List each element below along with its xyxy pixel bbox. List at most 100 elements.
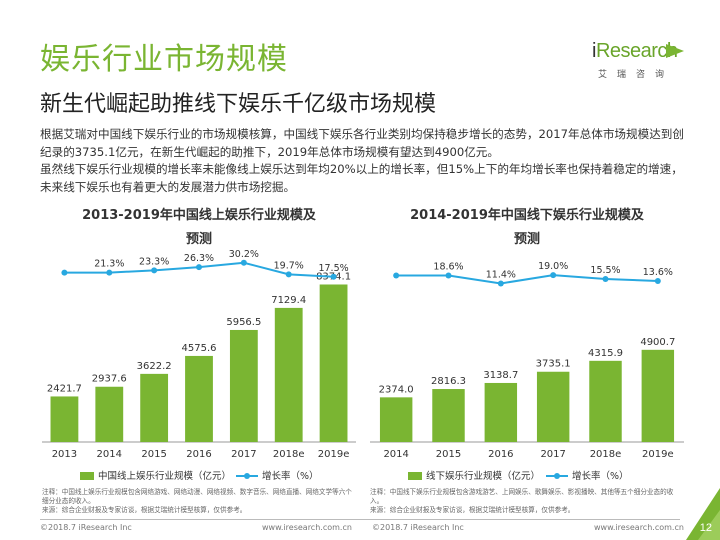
source-text: 来源：综合企业财报及专家访谈，根据艾瑞统计模型核算，仅供参考。 xyxy=(42,506,247,514)
legend-bar-label: 线下娱乐行业规模（亿元） xyxy=(426,470,540,482)
legend-line-label: 增长率（%） xyxy=(572,470,629,482)
x-tick-label: 2019e xyxy=(318,449,350,460)
bar-2018e xyxy=(589,360,622,442)
legend-line-marker xyxy=(244,473,250,479)
bar-2017 xyxy=(229,329,258,442)
bar-value-label: 3735.1 xyxy=(536,359,571,370)
x-tick-label: 2019e xyxy=(642,449,674,460)
x-tick-label: 2016 xyxy=(488,449,513,460)
x-tick-label: 2017 xyxy=(231,449,256,460)
growth-rate-line xyxy=(396,274,658,285)
x-tick-label: 2015 xyxy=(436,449,461,460)
growth-rate-point xyxy=(445,272,452,279)
page-subtitle: 新生代崛起助推线下娱乐千亿级市场规模 xyxy=(40,92,437,117)
source-text: 来源：综合企业财报及专家访谈，根据艾瑞统计模型核算，仅供参考。 xyxy=(370,506,575,514)
bar-2016 xyxy=(484,382,518,442)
body-text: 根据艾瑞对中国线下娱乐行业的市场规模核算，中国线下娱乐各行业类别均保持稳步增长的… xyxy=(40,126,686,196)
footer-url-left[interactable]: www.iresearch.com.cn xyxy=(262,523,352,532)
growth-rate-label: 21.3% xyxy=(94,259,124,270)
growth-rate-point xyxy=(196,264,202,271)
growth-rate-label: 19.0% xyxy=(538,261,568,272)
x-tick-label: 2013 xyxy=(52,449,77,460)
bar-2019e xyxy=(641,349,675,442)
bar-value-label: 4900.7 xyxy=(640,337,675,348)
chart-title-line-2: 预测 xyxy=(185,232,212,247)
legend-line-marker xyxy=(554,473,560,479)
growth-rate-label: 11.4% xyxy=(486,269,516,280)
growth-rate-point xyxy=(393,272,400,279)
page-number: 12 xyxy=(699,522,712,534)
legend-bar-swatch xyxy=(408,472,422,480)
bar-value-label: 2816.3 xyxy=(431,376,466,387)
bar-2018e xyxy=(274,307,303,442)
growth-rate-point xyxy=(550,272,557,279)
bar-value-label: 7129.4 xyxy=(271,295,306,306)
online-chart-note: 注释：中国线上娱乐行业规模包含网络游戏、网络动漫、网络视频、数字音乐、网络直播、… xyxy=(42,488,352,515)
bar-2015 xyxy=(432,389,465,442)
growth-rate-point xyxy=(151,267,158,274)
x-tick-label: 2018e xyxy=(273,449,305,460)
growth-rate-label: 30.2% xyxy=(229,249,259,260)
iresearch-logo: iResearch 艾瑞咨询 xyxy=(592,40,684,84)
note-text: 注释：中国线上娱乐行业规模包含网络游戏、网络动漫、网络视频、数字音乐、网络直播、… xyxy=(42,488,352,505)
logo-letters-research: Research xyxy=(595,40,678,62)
bar-2014 xyxy=(379,397,413,442)
x-tick-label: 2018e xyxy=(590,449,622,460)
footer-copyright-right: ©2018.7 iResearch Inc xyxy=(372,523,464,532)
growth-rate-point xyxy=(602,275,609,282)
growth-rate-label: 18.6% xyxy=(433,262,463,273)
bar-2019e xyxy=(319,284,348,442)
growth-rate-label: 13.6% xyxy=(643,267,673,278)
growth-rate-label: 15.5% xyxy=(590,265,620,276)
bar-value-label: 4575.6 xyxy=(182,343,217,354)
bar-value-label: 2937.6 xyxy=(92,374,127,385)
chart-legend: 中国线上娱乐行业规模（亿元） 增长率（%） xyxy=(80,470,319,482)
growth-rate-label: 17.5% xyxy=(318,263,348,274)
footer-copyright-left: ©2018.7 iResearch Inc xyxy=(40,523,132,532)
growth-rate-label: 26.3% xyxy=(184,253,214,264)
growth-rate-point xyxy=(240,259,247,266)
growth-rate-point xyxy=(61,269,68,276)
note-text: 注释：中国线下娱乐行业规模包含游戏游艺、上网娱乐、歌舞娱乐、影视播映、其他等五个… xyxy=(370,488,674,505)
chart-title: 2014-2019年中国线下娱乐行业规模及 预测 xyxy=(368,204,686,252)
growth-rate-point xyxy=(654,278,661,285)
legend-bar-label: 中国线上娱乐行业规模（亿元） xyxy=(98,470,231,482)
bar-2014 xyxy=(95,386,124,442)
growth-rate-point xyxy=(497,280,504,287)
body-paragraph-2: 虽然线下娱乐行业规模的增长率未能像线上娱乐达到年均20%以上的增长率，但15%上… xyxy=(40,162,683,194)
logo-letter-i: i xyxy=(592,40,596,62)
logo-wordmark: iResearch xyxy=(592,40,678,63)
growth-rate-point xyxy=(330,273,337,280)
footer-divider xyxy=(40,519,680,520)
offline-chart-svg: 2374.0 2014 2816.3 2015 3138.7 2016 3735.1 2017… xyxy=(370,261,684,482)
bar-value-label: 3622.2 xyxy=(137,361,172,372)
chart-legend: 线下娱乐行业规模（亿元） 增长率（%） xyxy=(408,470,629,482)
offline-entertainment-chart: 2014-2019年中国线下娱乐行业规模及 预测 2374.0 2014 2816.… xyxy=(368,200,686,490)
bar-2013 xyxy=(50,396,79,442)
x-tick-label: 2014 xyxy=(97,449,122,460)
legend-line-label: 增长率（%） xyxy=(262,470,319,482)
logo-subtext: 艾瑞咨询 xyxy=(598,70,675,80)
bar-value-label: 4315.9 xyxy=(588,348,623,359)
bar-value-label: 2374.0 xyxy=(379,384,414,395)
growth-rate-label: 19.7% xyxy=(274,260,304,271)
bar-2015 xyxy=(140,373,169,442)
online-entertainment-chart: 2013-2019年中国线上娱乐行业规模及 预测 2421.7 2013 2937.… xyxy=(40,200,358,490)
chart-title-line-1: 2013-2019年中国线上娱乐行业规模及 xyxy=(82,208,316,223)
offline-chart-note: 注释：中国线下娱乐行业规模包含游戏游艺、上网娱乐、歌舞娱乐、影视播映、其他等五个… xyxy=(370,488,680,515)
x-tick-label: 2014 xyxy=(383,449,408,460)
online-chart-svg: 2421.7 2013 2937.6 2014 3622.2 2015 4575.6 2016… xyxy=(42,249,356,482)
x-tick-label: 2017 xyxy=(540,449,565,460)
bar-2016 xyxy=(185,355,213,442)
legend-bar-swatch xyxy=(80,472,94,480)
bar-value-label: 2421.7 xyxy=(47,383,82,394)
growth-rate-point xyxy=(106,269,113,276)
page-corner-decoration: 12 xyxy=(686,488,720,540)
chart-title-line-2: 预测 xyxy=(513,232,540,247)
page-title: 娱乐行业市场规模 xyxy=(40,42,288,77)
bar-value-label: 3138.7 xyxy=(483,370,518,381)
bar-2017 xyxy=(536,371,570,442)
x-tick-label: 2016 xyxy=(186,449,211,460)
bar-value-label: 5956.5 xyxy=(226,317,261,328)
footer-url-right[interactable]: www.iresearch.com.cn xyxy=(594,523,684,532)
